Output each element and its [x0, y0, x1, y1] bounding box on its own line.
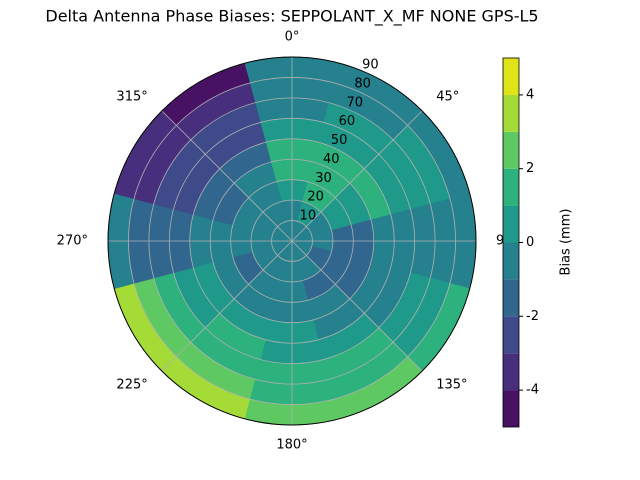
- colorbar-label: Bias (mm): [559, 209, 574, 276]
- radial-tick-label: 60: [339, 114, 356, 129]
- colorbar-band: [503, 316, 519, 354]
- angular-tick-label: 0°: [285, 30, 300, 45]
- colorbar-tick-label: -2: [526, 309, 539, 324]
- radial-tick-label: 30: [315, 171, 332, 186]
- radial-tick-label: 90: [362, 58, 379, 73]
- angular-tick-label: 180°: [276, 438, 307, 453]
- colorbar-band: [503, 131, 519, 169]
- colorbar-tick-label: 0: [526, 235, 534, 250]
- colorbar-tick-label: 4: [526, 87, 534, 102]
- colorbar-band: [503, 353, 519, 391]
- radial-tick-label: 70: [346, 95, 363, 110]
- angular-tick-label: 225°: [116, 378, 147, 393]
- colorbar-band: [503, 168, 519, 206]
- colorbar-band: [503, 390, 519, 427]
- radial-tick-label: 20: [307, 190, 324, 205]
- colorbar-tick-label: -4: [526, 383, 539, 398]
- colorbar-band: [503, 205, 519, 243]
- angular-grid-line: [161, 110, 293, 242]
- radial-tick-label: 80: [354, 76, 371, 91]
- angular-tick-label: 45°: [436, 89, 459, 104]
- angular-grid-line: [291, 110, 423, 242]
- radial-tick-label: 10: [300, 209, 317, 224]
- angular-tick-label: 315°: [116, 89, 147, 104]
- angular-grid-line: [161, 240, 293, 372]
- colorbar-band: [503, 279, 519, 317]
- colorbar-band: [503, 242, 519, 280]
- colorbar-band: [503, 94, 519, 132]
- angular-tick-label: 270°: [57, 234, 88, 249]
- angular-grid-line: [291, 240, 423, 372]
- colorbar-tick-label: 2: [526, 161, 534, 176]
- colorbar-band: [503, 58, 519, 95]
- chart-title: Delta Antenna Phase Biases: SEPPOLANT_X_…: [45, 7, 538, 27]
- polar-frame: [107, 56, 477, 426]
- radial-tick-label: 50: [331, 133, 348, 148]
- angular-tick-label: 135°: [436, 378, 467, 393]
- radial-tick-label: 40: [323, 152, 340, 167]
